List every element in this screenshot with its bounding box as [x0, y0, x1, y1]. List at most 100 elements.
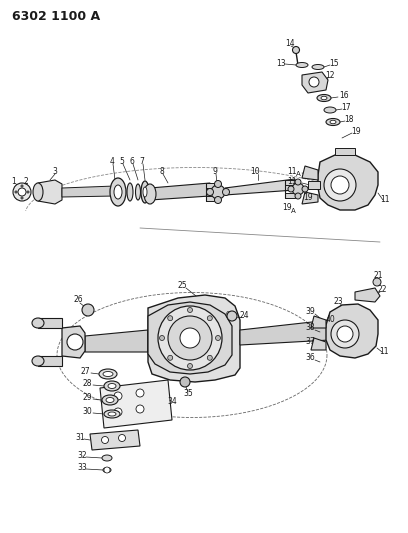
Text: 18: 18 [344, 116, 354, 125]
Polygon shape [38, 356, 62, 366]
Circle shape [188, 308, 193, 312]
Text: 31: 31 [75, 433, 85, 442]
Polygon shape [311, 338, 326, 350]
Circle shape [168, 316, 212, 360]
Ellipse shape [114, 185, 122, 199]
Polygon shape [240, 320, 330, 345]
Text: 19: 19 [351, 127, 361, 136]
Text: 16: 16 [339, 92, 349, 101]
Ellipse shape [108, 384, 116, 389]
Text: A: A [290, 208, 295, 214]
Polygon shape [100, 380, 172, 428]
Circle shape [206, 189, 213, 196]
Ellipse shape [106, 398, 114, 402]
Text: A: A [296, 171, 300, 177]
Ellipse shape [110, 178, 126, 206]
Text: 30: 30 [82, 408, 92, 416]
Circle shape [207, 356, 212, 360]
Circle shape [118, 434, 126, 441]
Ellipse shape [32, 318, 44, 328]
Ellipse shape [135, 184, 140, 200]
Circle shape [27, 191, 29, 193]
Polygon shape [148, 302, 232, 374]
Polygon shape [38, 180, 62, 204]
Ellipse shape [143, 187, 147, 197]
Text: 34: 34 [167, 398, 177, 407]
Circle shape [302, 186, 308, 192]
Circle shape [207, 316, 212, 321]
Ellipse shape [104, 410, 120, 418]
Text: 8: 8 [160, 167, 164, 176]
Text: 11: 11 [287, 177, 297, 187]
Text: 25: 25 [177, 281, 187, 290]
Circle shape [67, 334, 83, 350]
Circle shape [309, 77, 319, 87]
Ellipse shape [330, 120, 336, 124]
Ellipse shape [324, 107, 336, 113]
Text: 10: 10 [250, 167, 260, 176]
Circle shape [180, 377, 190, 387]
Text: 38: 38 [305, 324, 315, 333]
Text: 15: 15 [329, 60, 339, 69]
Circle shape [136, 405, 144, 413]
Circle shape [295, 193, 301, 199]
Circle shape [180, 328, 200, 348]
Circle shape [104, 467, 110, 473]
Circle shape [82, 304, 94, 316]
Circle shape [295, 179, 301, 185]
Text: 7: 7 [140, 157, 144, 166]
Polygon shape [311, 316, 326, 328]
Ellipse shape [103, 372, 113, 376]
Ellipse shape [296, 62, 308, 68]
Text: 6302 1100 A: 6302 1100 A [12, 10, 100, 22]
Text: 1: 1 [11, 177, 16, 187]
Polygon shape [38, 318, 62, 328]
Circle shape [227, 311, 237, 321]
Circle shape [160, 335, 164, 341]
Text: 11: 11 [287, 167, 297, 176]
Circle shape [21, 197, 23, 199]
Polygon shape [225, 179, 295, 195]
Circle shape [136, 389, 144, 397]
Polygon shape [302, 192, 318, 204]
Text: 36: 36 [305, 353, 315, 362]
Text: 2: 2 [24, 176, 29, 185]
Circle shape [215, 335, 220, 341]
Circle shape [331, 176, 349, 194]
Text: 39: 39 [305, 308, 315, 317]
Text: 6: 6 [130, 157, 135, 166]
Circle shape [215, 197, 222, 204]
Circle shape [18, 188, 26, 196]
Circle shape [168, 316, 173, 321]
Ellipse shape [127, 183, 133, 201]
Text: 23: 23 [333, 297, 343, 306]
Circle shape [21, 185, 23, 187]
Polygon shape [285, 180, 295, 185]
Ellipse shape [99, 369, 117, 379]
Ellipse shape [108, 412, 116, 416]
Text: Q: Q [225, 311, 231, 317]
Text: 27: 27 [80, 367, 90, 376]
Circle shape [293, 46, 299, 53]
Text: 9: 9 [213, 167, 217, 176]
Text: 32: 32 [77, 451, 87, 461]
Text: 22: 22 [377, 286, 387, 295]
Ellipse shape [33, 183, 43, 201]
Text: 11: 11 [380, 196, 390, 205]
Ellipse shape [102, 395, 118, 405]
Text: 40: 40 [325, 316, 335, 325]
Text: 28: 28 [82, 379, 92, 389]
Text: 4: 4 [110, 157, 114, 166]
Polygon shape [206, 196, 214, 201]
Text: B: B [296, 181, 300, 187]
Circle shape [102, 437, 109, 443]
Circle shape [13, 183, 31, 201]
Polygon shape [318, 155, 378, 210]
Circle shape [211, 185, 225, 199]
Ellipse shape [102, 455, 112, 461]
Polygon shape [90, 430, 140, 450]
Circle shape [188, 364, 193, 368]
Text: 29: 29 [82, 393, 92, 402]
Circle shape [324, 169, 356, 201]
Ellipse shape [321, 96, 327, 100]
